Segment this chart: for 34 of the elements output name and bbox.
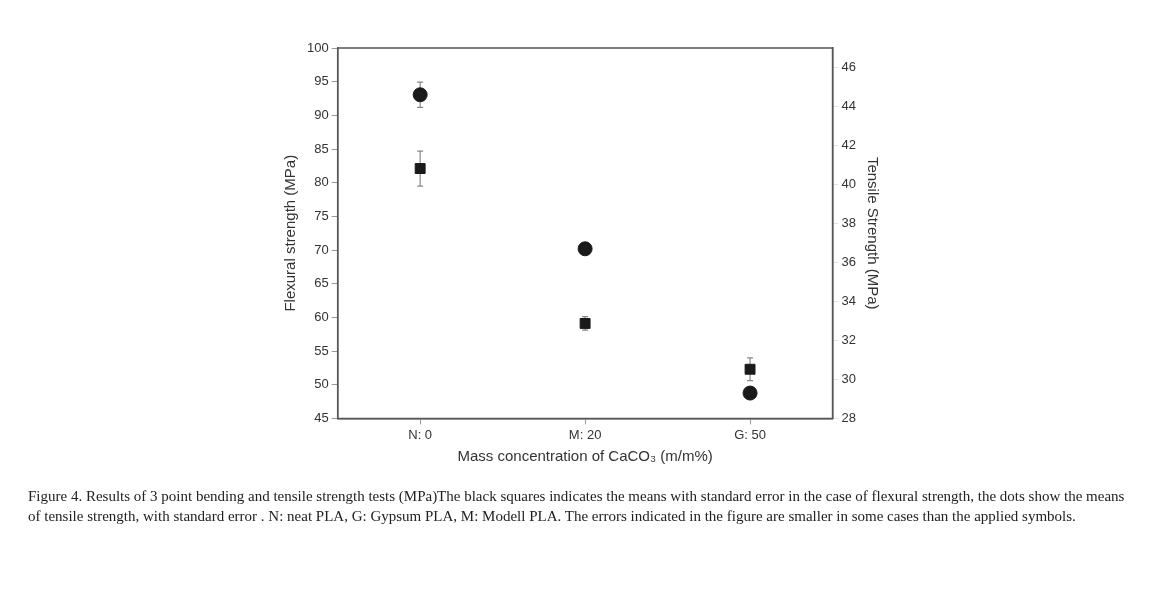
y-tick-label: 100 — [306, 39, 329, 55]
y-tick-label: 60 — [314, 308, 329, 324]
x-tick-label: M: 20 — [568, 426, 602, 442]
point — [414, 163, 426, 174]
y-tick-label: 90 — [314, 106, 329, 122]
y-tick-label: 70 — [314, 241, 329, 257]
point — [744, 363, 756, 375]
y-tick-label: 75 — [314, 207, 329, 223]
y2-axis-title: Tensile Strength (MPa) — [864, 156, 882, 310]
y2-tick-label: 40 — [841, 176, 857, 192]
y2-tick-label: 30 — [841, 370, 857, 386]
y2-tick-label: 42 — [841, 137, 857, 153]
y-tick-label: 65 — [314, 275, 329, 291]
point — [742, 385, 758, 401]
y2-tick-label: 46 — [841, 59, 857, 75]
caption: Figure 4. Results of 3 point bending and tensile strength tests (MPa)The black squares indicates the means with standard error in the case of flexural strength, the dots show the means of tensile strength, with standard error . N: neat PLA, G: Gypsum PLA, M: Modell PLA. The errors indicated in the figure are smaller in some cases than the applied symbols. — [28, 487, 1125, 526]
x-tick-label: G: 50 — [734, 426, 766, 442]
y2-tick-label: 32 — [841, 332, 857, 347]
y2-tick-label: 28 — [841, 409, 857, 425]
y-tick-label: 55 — [314, 342, 329, 358]
y-tick-label: 95 — [314, 73, 329, 89]
y2-tick-label: 44 — [841, 98, 857, 114]
y2-tick-label: 38 — [841, 215, 857, 231]
y-tick-label: 50 — [314, 376, 329, 392]
point — [577, 241, 593, 257]
y2-tick-label: 36 — [841, 254, 857, 270]
y-tick-label: 80 — [314, 174, 329, 190]
y-tick-label: 45 — [314, 409, 329, 425]
x-axis-title: Mass concentration of CaCO₃ (m/m%) — [457, 447, 713, 465]
y2-tick-label: 34 — [841, 293, 857, 309]
point — [412, 87, 428, 103]
x-tick-label: N: 0 — [408, 426, 433, 442]
y-axis-title: Flexural strength (MPa) — [281, 154, 299, 312]
y-tick-label: 85 — [314, 140, 329, 156]
